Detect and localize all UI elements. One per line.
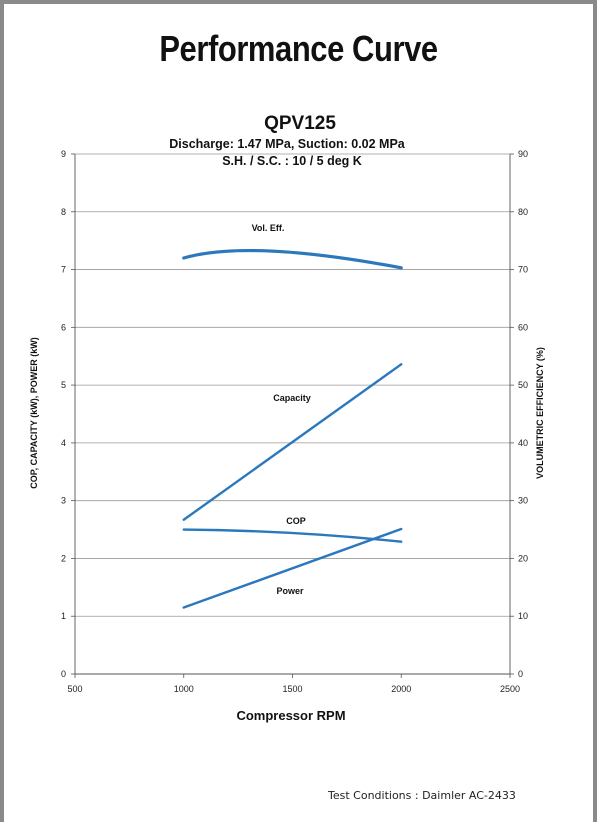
x-tick-label-1500: 1500 <box>282 684 302 694</box>
y2-tick-label-70: 70 <box>518 265 528 275</box>
chart-subtitle-line-2: S.H. / S.C. : 10 / 5 deg K <box>222 154 362 168</box>
series-label-vol-eff: Vol. Eff. <box>252 223 285 233</box>
page-border-top <box>0 0 597 4</box>
y-tick-label-6: 6 <box>61 322 66 332</box>
page-border-left <box>0 0 4 822</box>
y2-tick-label-90: 90 <box>518 149 528 159</box>
chart-title: QPV125 <box>264 113 336 134</box>
y-tick-label-2: 2 <box>61 553 66 563</box>
y-tick-label-8: 8 <box>61 207 66 217</box>
y2-tick-label-80: 80 <box>518 207 528 217</box>
series-line-power <box>182 527 403 609</box>
x-axis-label: Compressor RPM <box>236 708 345 723</box>
series-line-capacity <box>182 363 403 521</box>
x-tick-label-500: 500 <box>67 684 82 694</box>
y-tick-label-5: 5 <box>61 380 66 390</box>
chart-subtitle-line-1: Discharge: 1.47 MPa, Suction: 0.02 MPa <box>169 137 406 151</box>
y-tick-label-7: 7 <box>61 265 66 275</box>
x-tick-label-2000: 2000 <box>391 684 411 694</box>
y2-tick-label-60: 60 <box>518 322 528 332</box>
y2-tick-label-10: 10 <box>518 611 528 621</box>
y-tick-label-1: 1 <box>61 611 66 621</box>
y-tick-label-3: 3 <box>61 496 66 506</box>
page-title: Performance Curve <box>159 28 438 69</box>
y2-tick-label-50: 50 <box>518 380 528 390</box>
test-conditions-note: Test Conditions : Daimler AC-2433 <box>328 789 516 802</box>
y-tick-label-0: 0 <box>61 669 66 679</box>
x-tick-label-1000: 1000 <box>174 684 194 694</box>
y2-tick-label-40: 40 <box>518 438 528 448</box>
series-line-vol-eff <box>182 248 403 270</box>
series-label-cop: COP <box>286 516 306 526</box>
y-tick-label-9: 9 <box>61 149 66 159</box>
y2-tick-label-0: 0 <box>518 669 523 679</box>
series-label-power: Power <box>276 586 304 596</box>
x-tick-label-2500: 2500 <box>500 684 520 694</box>
y2-axis-label: VOLUMETRIC EFFICIENCY (%) <box>535 347 545 479</box>
y2-tick-label-30: 30 <box>518 496 528 506</box>
page-border-right <box>593 0 597 822</box>
series-label-capacity: Capacity <box>273 393 311 403</box>
y-tick-label-4: 4 <box>61 438 66 448</box>
y-axis-label: COP, CAPACITY (kW), POWER (kW) <box>29 337 39 489</box>
y2-tick-label-20: 20 <box>518 553 528 563</box>
